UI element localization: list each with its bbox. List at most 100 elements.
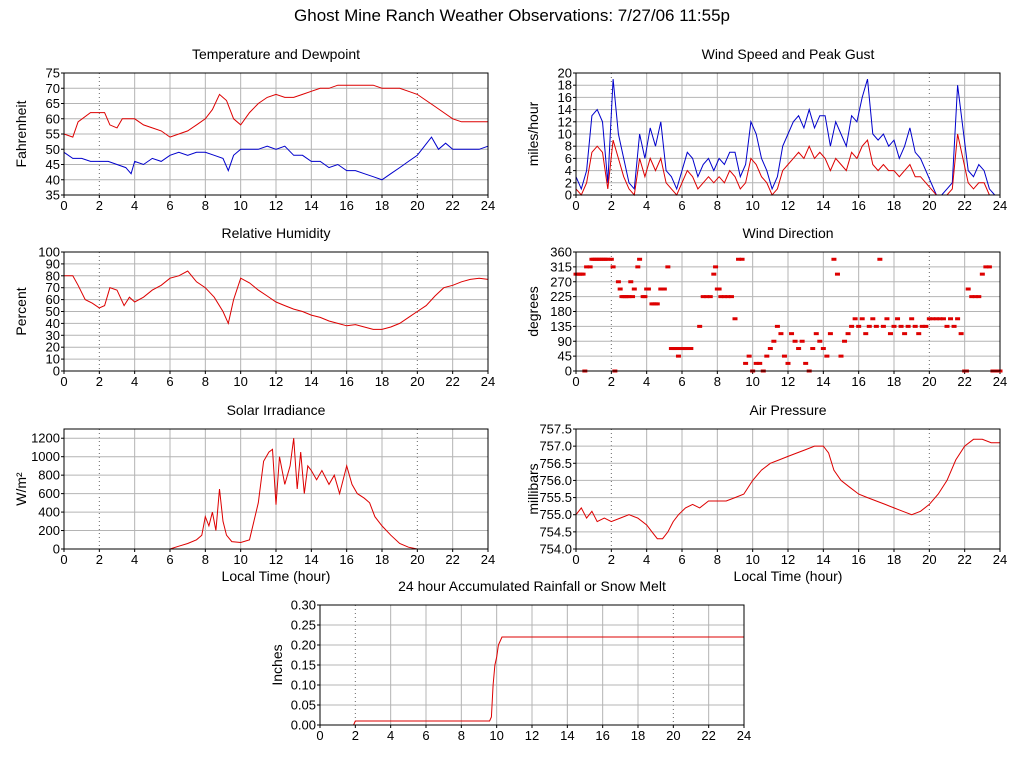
x-tick-label: 12 — [525, 728, 539, 743]
x-tick-label: 14 — [816, 552, 830, 567]
x-tick-label: 20 — [922, 198, 936, 213]
x-tick-label: 24 — [993, 198, 1007, 213]
y-axis-label: W/m² — [13, 472, 29, 506]
x-tick-label: 16 — [339, 374, 353, 389]
data-point — [902, 332, 908, 336]
data-point — [810, 347, 816, 351]
data-point — [725, 295, 731, 299]
series-line-0 — [575, 438, 1000, 540]
data-point — [615, 280, 621, 284]
data-point — [916, 332, 922, 336]
x-tick-label: 20 — [410, 552, 424, 567]
data-point — [986, 265, 992, 269]
y-tick-label: 18 — [558, 78, 572, 93]
data-point — [845, 332, 851, 336]
data-point — [743, 361, 749, 365]
y-tick-label: 0.30 — [291, 598, 316, 613]
data-point — [697, 324, 703, 328]
y-axis-label: degrees — [525, 286, 541, 337]
data-point — [919, 324, 925, 328]
y-tick-label: 754.5 — [539, 524, 572, 539]
x-tick-label: 18 — [887, 198, 901, 213]
x-tick-label: 20 — [666, 728, 680, 743]
x-tick-label: 14 — [560, 728, 574, 743]
x-tick-label: 6 — [166, 198, 173, 213]
y-tick-label: 270 — [550, 274, 572, 289]
y-axis-label: miles/hour — [525, 101, 541, 166]
y-tick-label: 90 — [46, 256, 60, 271]
chart-title: Air Pressure — [749, 402, 826, 418]
data-point — [704, 295, 710, 299]
data-point — [820, 347, 826, 351]
x-tick-label: 10 — [745, 198, 759, 213]
data-point — [584, 265, 590, 269]
data-point — [610, 265, 616, 269]
x-tick-label: 10 — [489, 728, 503, 743]
x-tick-label: 12 — [269, 374, 283, 389]
y-tick-label: 0 — [53, 364, 60, 379]
data-point — [732, 317, 738, 321]
data-point — [746, 354, 752, 358]
data-point — [637, 257, 643, 261]
plot-frame — [575, 72, 1001, 196]
y-tick-label: 40 — [46, 172, 60, 187]
chart-title: Temperature and Dewpoint — [192, 46, 360, 62]
data-point — [880, 324, 886, 328]
data-point — [767, 347, 773, 351]
y-tick-label: 90 — [558, 334, 572, 349]
x-tick-label: 4 — [643, 198, 650, 213]
chart-title: Solar Irradiance — [227, 402, 326, 418]
x-tick-label: 4 — [387, 728, 394, 743]
y-tick-label: 0.15 — [291, 658, 316, 673]
data-point — [711, 272, 717, 276]
y-tick-label: 10 — [46, 352, 60, 367]
x-tick-label: 16 — [339, 552, 353, 567]
x-tick-label: 14 — [304, 198, 318, 213]
data-point — [654, 302, 660, 306]
series-line-1 — [575, 133, 1000, 197]
x-tick-label: 2 — [608, 552, 615, 567]
data-point — [728, 295, 734, 299]
plot-frame — [63, 72, 489, 196]
x-tick-label: 22 — [957, 198, 971, 213]
y-tick-label: 75 — [46, 66, 60, 81]
y-tick-label: 757.0 — [539, 439, 572, 454]
x-tick-label: 10 — [233, 198, 247, 213]
data-point — [951, 324, 957, 328]
chart-wind-speed: 0 2 4 6 8 10 12 14 16 18 20 22 2402468101214161820Wi… — [525, 46, 1007, 213]
data-point — [736, 257, 742, 261]
data-point — [838, 354, 844, 358]
x-tick-label: 8 — [202, 552, 209, 567]
data-point — [713, 265, 719, 269]
data-point — [969, 295, 975, 299]
y-tick-label: 1000 — [31, 449, 60, 464]
data-point — [948, 317, 954, 321]
x-tick-label: 2 — [352, 728, 359, 743]
x-tick-label: 16 — [851, 552, 865, 567]
x-tick-label: 16 — [851, 374, 865, 389]
y-tick-label: 8 — [565, 139, 572, 154]
data-point — [771, 339, 777, 343]
data-point — [842, 339, 848, 343]
y-tick-label: 45 — [558, 349, 572, 364]
data-point — [674, 347, 680, 351]
data-point — [631, 287, 637, 291]
data-point — [863, 332, 869, 336]
x-tick-label: 10 — [745, 374, 759, 389]
data-point — [933, 317, 939, 321]
x-tick-label: 24 — [481, 374, 495, 389]
x-tick-label: 2 — [608, 198, 615, 213]
series-line-0 — [64, 438, 488, 550]
y-tick-label: 70 — [46, 280, 60, 295]
data-point — [785, 361, 791, 365]
x-tick-label: 14 — [816, 198, 830, 213]
data-point — [661, 287, 667, 291]
x-tick-label: 6 — [166, 374, 173, 389]
data-point — [976, 295, 982, 299]
y-axis-label: millibars — [525, 463, 541, 514]
data-point — [852, 317, 858, 321]
y-tick-label: 180 — [550, 304, 572, 319]
x-tick-label: 0 — [60, 552, 67, 567]
data-point — [774, 324, 780, 328]
y-tick-label: 200 — [38, 523, 60, 538]
